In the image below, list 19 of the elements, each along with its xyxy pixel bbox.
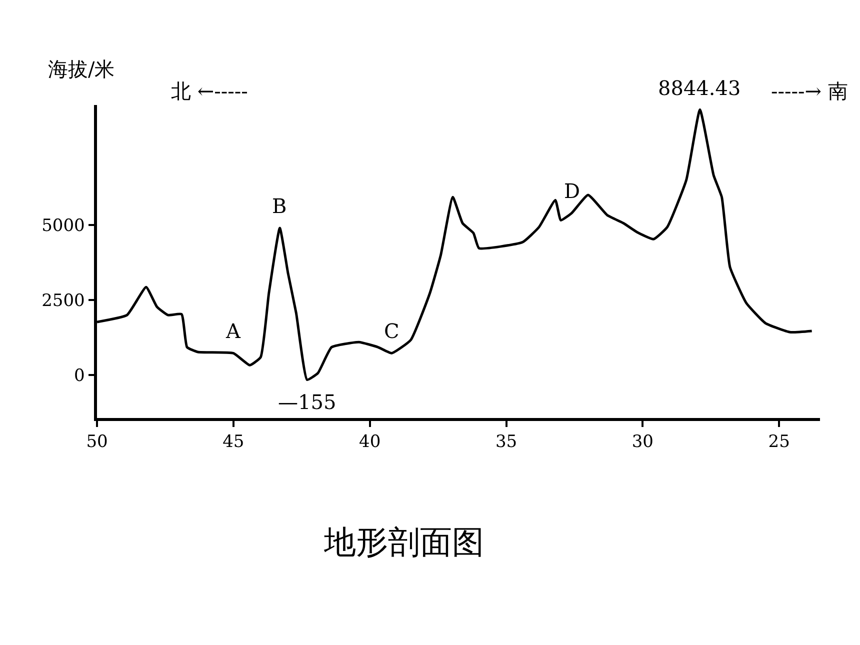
x-tick-label: 40 <box>359 432 381 452</box>
text: -----→ 南 <box>771 79 848 103</box>
y-axis-title: 海拔/米 <box>48 57 115 81</box>
annotation: A <box>225 319 241 343</box>
x-tick-label: 45 <box>222 432 244 452</box>
text: 北 ←----- <box>171 79 248 103</box>
annotation: B <box>272 194 287 218</box>
y-tick-label: 0 <box>74 366 85 386</box>
y-tick-label: 5000 <box>42 216 85 236</box>
x-tick-label: 50 <box>86 432 108 452</box>
text: 地形剖面图 <box>323 523 484 561</box>
annotation: 8844.43 <box>658 76 741 100</box>
x-tick-label: 30 <box>632 432 654 452</box>
annotation: D <box>564 179 580 203</box>
annotation: C <box>384 319 400 343</box>
x-tick-label: 25 <box>768 432 790 452</box>
y-tick-label: 2500 <box>42 291 85 312</box>
annotation: —155 <box>278 390 336 414</box>
x-tick-label: 35 <box>495 432 518 452</box>
